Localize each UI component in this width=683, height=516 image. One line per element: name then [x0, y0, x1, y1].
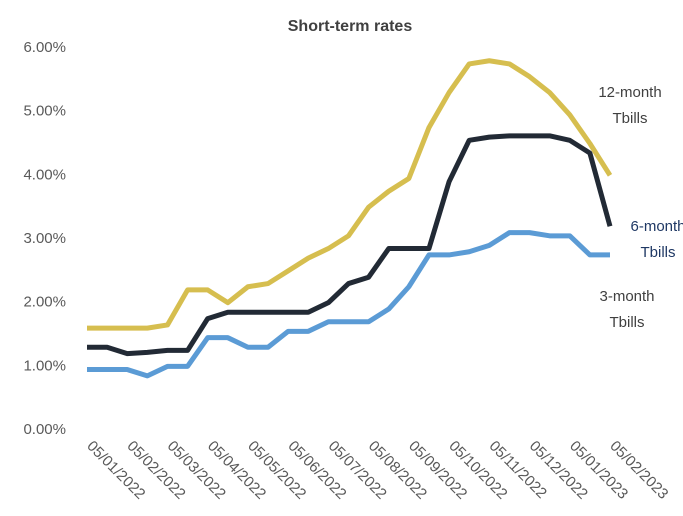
- y-tick-label: 6.00%: [23, 39, 66, 56]
- chart-title: Short-term rates: [288, 18, 413, 35]
- series-line: [87, 58, 613, 331]
- y-tick-label: 4.00%: [23, 166, 66, 183]
- y-tick-label: 2.00%: [23, 294, 66, 311]
- series-label: 3-month Tbills: [599, 288, 655, 331]
- series-label: 6-month Tbills: [630, 218, 683, 261]
- y-tick-label: 5.00%: [23, 103, 66, 120]
- y-tick-label: 3.00%: [23, 230, 66, 247]
- y-tick-label: 1.00%: [23, 357, 66, 374]
- y-tick-label: 0.00%: [23, 421, 66, 438]
- series-label: 12-month Tbills: [598, 84, 662, 127]
- series-line: [87, 230, 610, 379]
- series-line: [87, 133, 613, 357]
